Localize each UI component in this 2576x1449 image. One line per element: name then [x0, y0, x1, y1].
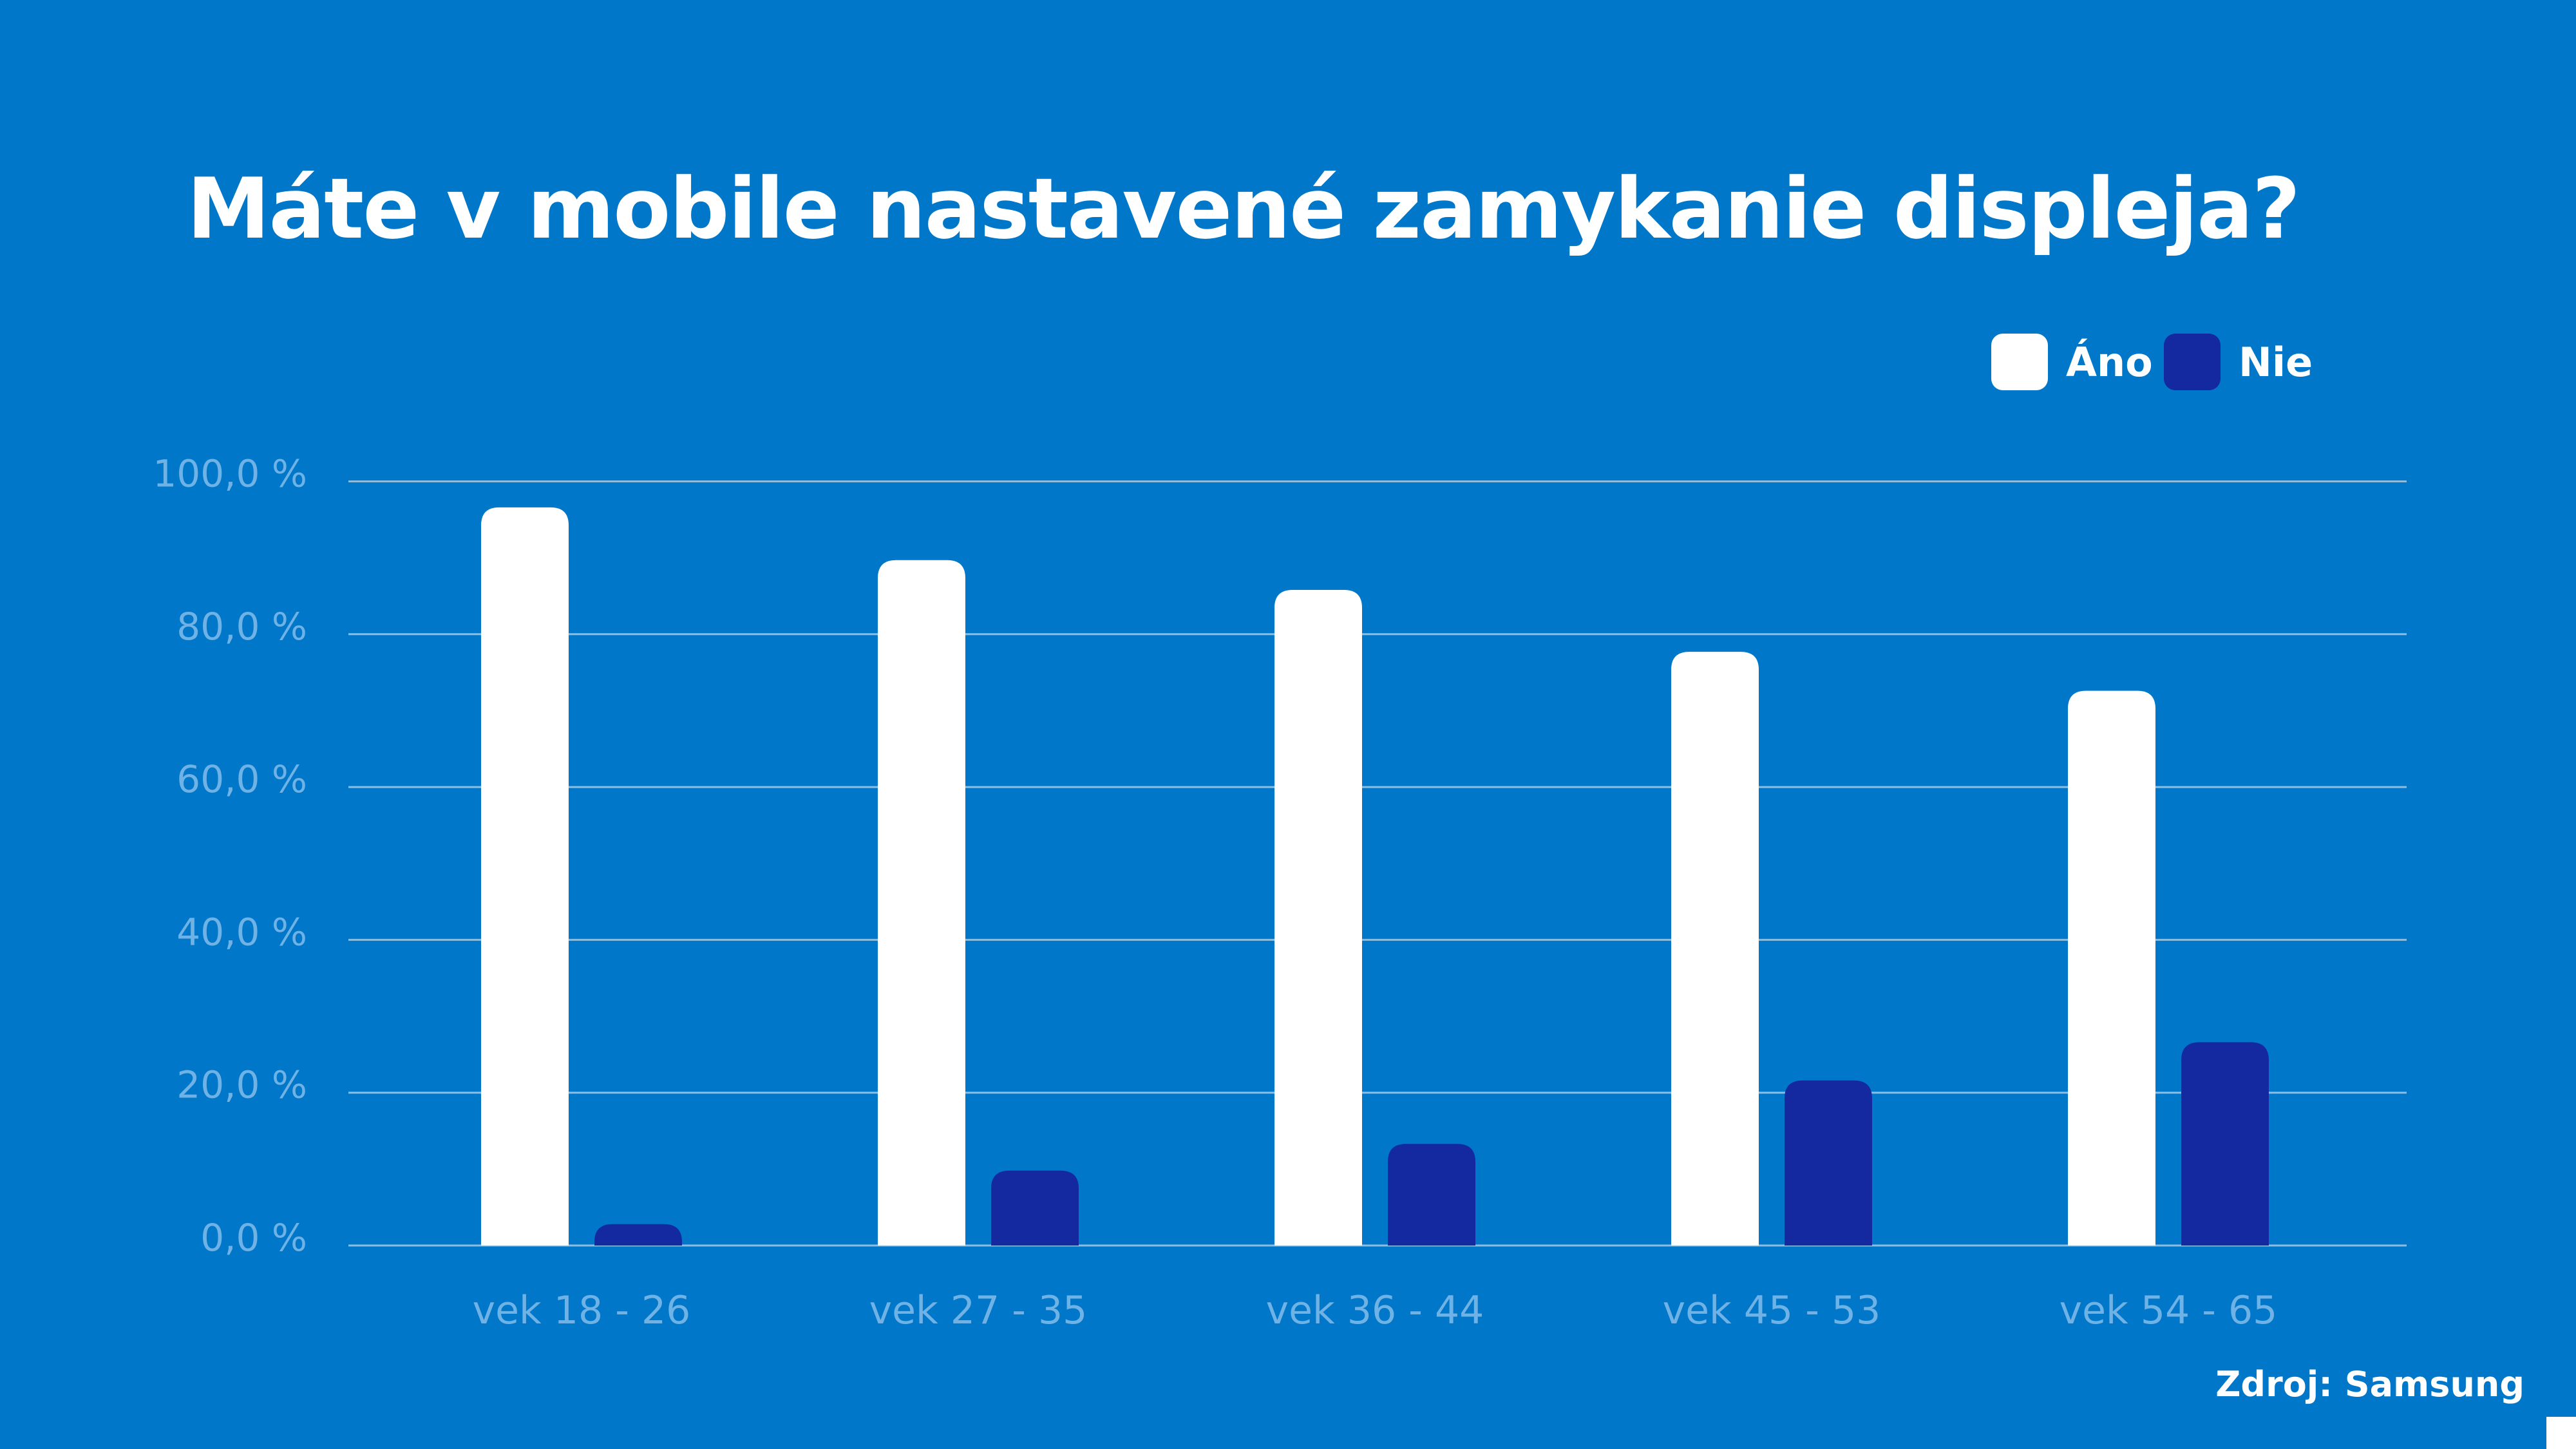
x-category-label: vek 27 - 35 [869, 1288, 1088, 1333]
legend-swatch-nie [2164, 334, 2221, 390]
bar-ano [481, 507, 569, 1245]
legend-swatch-ano [1991, 334, 2048, 390]
bar-nie [991, 1170, 1079, 1245]
x-category-label: vek 45 - 53 [1663, 1288, 1881, 1333]
bar-ano [1671, 652, 1759, 1245]
corner-marker [2546, 1417, 2576, 1449]
legend-label-ano: Áno [2066, 338, 2153, 386]
bar-ano [1274, 589, 1362, 1245]
y-tick-label: 0,0 % [200, 1216, 307, 1260]
bar-nie [1388, 1144, 1475, 1245]
bar-nie [1785, 1080, 1872, 1245]
bar-nie [594, 1224, 682, 1245]
y-tick-label: 100,0 % [153, 452, 307, 496]
legend-item-ano: Áno [1991, 334, 2153, 390]
y-tick-label: 80,0 % [176, 605, 307, 649]
y-tick-label: 40,0 % [176, 910, 307, 954]
bar-ano [2068, 690, 2155, 1245]
source-note: Zdroj: Samsung [2215, 1364, 2524, 1405]
x-category-label: vek 36 - 44 [1266, 1288, 1484, 1333]
y-tick-label: 20,0 % [176, 1063, 307, 1107]
legend-label-nie: Nie [2239, 338, 2313, 386]
bar-nie [2181, 1042, 2269, 1245]
y-tick-label: 60,0 % [176, 757, 307, 801]
x-category-label: vek 54 - 65 [2060, 1288, 2278, 1333]
x-category-label: vek 18 - 26 [473, 1288, 691, 1333]
bar-ano [878, 560, 965, 1245]
chart-title: Máte v mobile nastavené zamykanie disple… [187, 160, 2300, 258]
legend-item-nie: Nie [2164, 334, 2313, 390]
